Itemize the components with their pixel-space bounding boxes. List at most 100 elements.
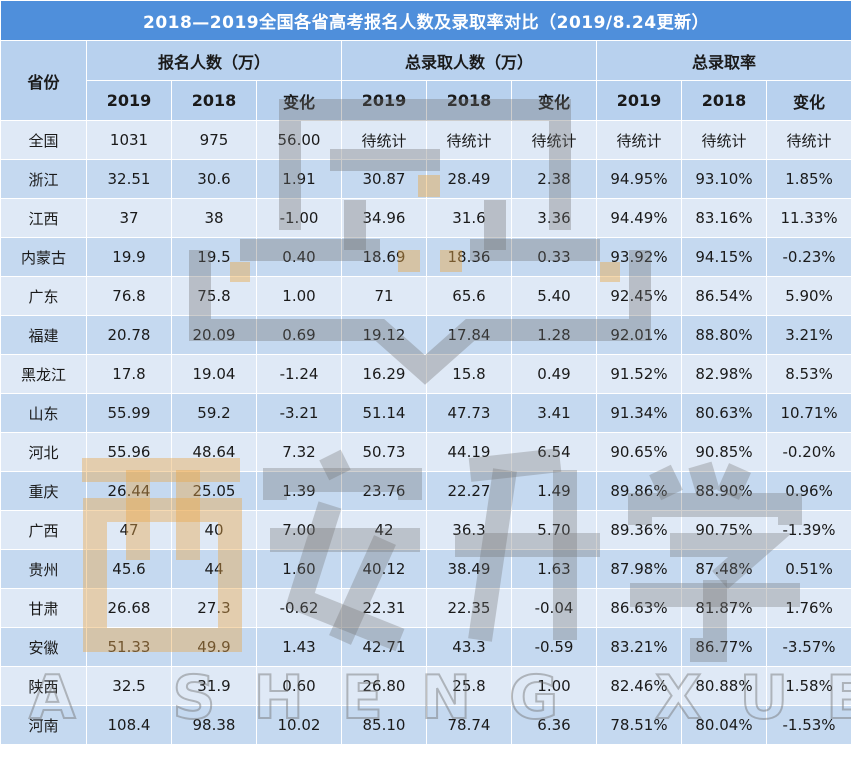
header-subcol: 2019 <box>86 80 172 121</box>
header-group-registration: 报名人数（万） <box>86 40 342 81</box>
value-cell: 1.43 <box>256 627 342 667</box>
value-cell: 86.77% <box>681 627 767 667</box>
value-cell: -0.04 <box>511 588 597 628</box>
value-cell: 94.15% <box>681 237 767 277</box>
value-cell: 89.86% <box>596 471 682 511</box>
value-cell: 0.69 <box>256 315 342 355</box>
value-cell: 0.33 <box>511 237 597 277</box>
value-cell: 1.39 <box>256 471 342 511</box>
value-cell: 90.65% <box>596 432 682 472</box>
province-cell: 重庆 <box>0 471 87 511</box>
value-cell: 90.85% <box>681 432 767 472</box>
value-cell: 44.19 <box>426 432 512 472</box>
value-cell: 80.63% <box>681 393 767 433</box>
value-cell: -0.20% <box>765 432 851 472</box>
value-cell: 6.54 <box>511 432 597 472</box>
table-row: 福建 20.78 20.09 0.69 19.12 17.84 1.28 92.01% 88.8… <box>0 315 851 355</box>
title-row: 2018—2019全国各省高考报名人数及录取率对比（2019/8.24更新） <box>0 0 851 41</box>
value-cell: 3.21% <box>765 315 851 355</box>
value-cell: 36.3 <box>426 510 512 550</box>
value-cell: 42.71 <box>341 627 427 667</box>
value-cell: 86.54% <box>681 276 767 316</box>
value-cell: 10.02 <box>256 705 342 745</box>
value-cell: 1.60 <box>256 549 342 589</box>
header-subcol: 2019 <box>341 80 427 121</box>
value-cell: 6.36 <box>511 705 597 745</box>
value-cell: 19.5 <box>171 237 257 277</box>
value-cell: 82.46% <box>596 666 682 706</box>
value-cell: 48.64 <box>171 432 257 472</box>
table-row: 陕西 32.5 31.9 0.60 26.80 25.8 1.00 82.46% 80.88% 1… <box>0 666 851 706</box>
value-cell: -1.00 <box>256 198 342 238</box>
value-cell: 5.70 <box>511 510 597 550</box>
value-cell: 40.12 <box>341 549 427 589</box>
table-row: 甘肃 26.68 27.3 -0.62 22.31 22.35 -0.04 86.63% 81.… <box>0 588 851 628</box>
header-group-admitted: 总录取人数（万） <box>341 40 597 81</box>
value-cell: 1.63 <box>511 549 597 589</box>
value-cell: 86.63% <box>596 588 682 628</box>
table-row: 全国 1031 975 56.00 待统计 待统计 待统计 待统计 待统计 待统计 <box>0 120 851 160</box>
value-cell: 108.4 <box>86 705 172 745</box>
value-cell: 47 <box>86 510 172 550</box>
value-cell: -1.53% <box>765 705 851 745</box>
value-cell: 0.96% <box>765 471 851 511</box>
value-cell: 待统计 <box>426 120 512 160</box>
value-cell: 94.49% <box>596 198 682 238</box>
header-subcol: 2018 <box>171 80 257 121</box>
value-cell: 78.51% <box>596 705 682 745</box>
header-subcol: 变化 <box>765 80 851 121</box>
value-cell: 47.73 <box>426 393 512 433</box>
value-cell: 90.75% <box>681 510 767 550</box>
value-cell: 75.8 <box>171 276 257 316</box>
value-cell: 55.96 <box>86 432 172 472</box>
province-cell: 内蒙古 <box>0 237 87 277</box>
value-cell: 83.21% <box>596 627 682 667</box>
value-cell: 81.87% <box>681 588 767 628</box>
header-subcol: 变化 <box>256 80 342 121</box>
value-cell: 待统计 <box>765 120 851 160</box>
province-cell: 广东 <box>0 276 87 316</box>
value-cell: 38.49 <box>426 549 512 589</box>
table-row: 广西 47 40 7.00 42 36.3 5.70 89.36% 90.75% -1.39% <box>0 510 851 550</box>
value-cell: 44 <box>171 549 257 589</box>
value-cell: 50.73 <box>341 432 427 472</box>
value-cell: -0.62 <box>256 588 342 628</box>
value-cell: 59.2 <box>171 393 257 433</box>
value-cell: 1031 <box>86 120 172 160</box>
header-row-years: 2019 2018 变化 2019 2018 变化 2019 2018 变化 <box>1 80 851 121</box>
value-cell: 1.28 <box>511 315 597 355</box>
province-cell: 贵州 <box>0 549 87 589</box>
table-row: 江西 37 38 -1.00 34.96 31.6 3.36 94.49% 83.16% 11.3… <box>0 198 851 238</box>
value-cell: -1.39% <box>765 510 851 550</box>
value-cell: 98.38 <box>171 705 257 745</box>
value-cell: 76.8 <box>86 276 172 316</box>
province-cell: 黑龙江 <box>0 354 87 394</box>
value-cell: 0.40 <box>256 237 342 277</box>
value-cell: 88.80% <box>681 315 767 355</box>
value-cell: 51.33 <box>86 627 172 667</box>
value-cell: 42 <box>341 510 427 550</box>
value-cell: 1.00 <box>511 666 597 706</box>
province-cell: 河南 <box>0 705 87 745</box>
province-cell: 陕西 <box>0 666 87 706</box>
value-cell: 82.98% <box>681 354 767 394</box>
table-row: 黑龙江 17.8 19.04 -1.24 16.29 15.8 0.49 91.52% 82.9… <box>0 354 851 394</box>
table-row: 广东 76.8 75.8 1.00 71 65.6 5.40 92.45% 86.54% 5.90… <box>0 276 851 316</box>
value-cell: 1.00 <box>256 276 342 316</box>
value-cell: 1.76% <box>765 588 851 628</box>
value-cell: 975 <box>171 120 257 160</box>
province-cell: 甘肃 <box>0 588 87 628</box>
value-cell: 18.36 <box>426 237 512 277</box>
value-cell: 94.95% <box>596 159 682 199</box>
header-group-rate: 总录取率 <box>595 40 851 81</box>
header-subcol: 变化 <box>511 80 597 121</box>
value-cell: 16.29 <box>341 354 427 394</box>
value-cell: 78.74 <box>426 705 512 745</box>
value-cell: 10.71% <box>765 393 851 433</box>
header-subcol: 2018 <box>681 80 767 121</box>
value-cell: 待统计 <box>596 120 682 160</box>
value-cell: 37 <box>86 198 172 238</box>
table-row: 浙江 32.51 30.6 1.91 30.87 28.49 2.38 94.95% 93.10… <box>0 159 851 199</box>
value-cell: 87.48% <box>681 549 767 589</box>
